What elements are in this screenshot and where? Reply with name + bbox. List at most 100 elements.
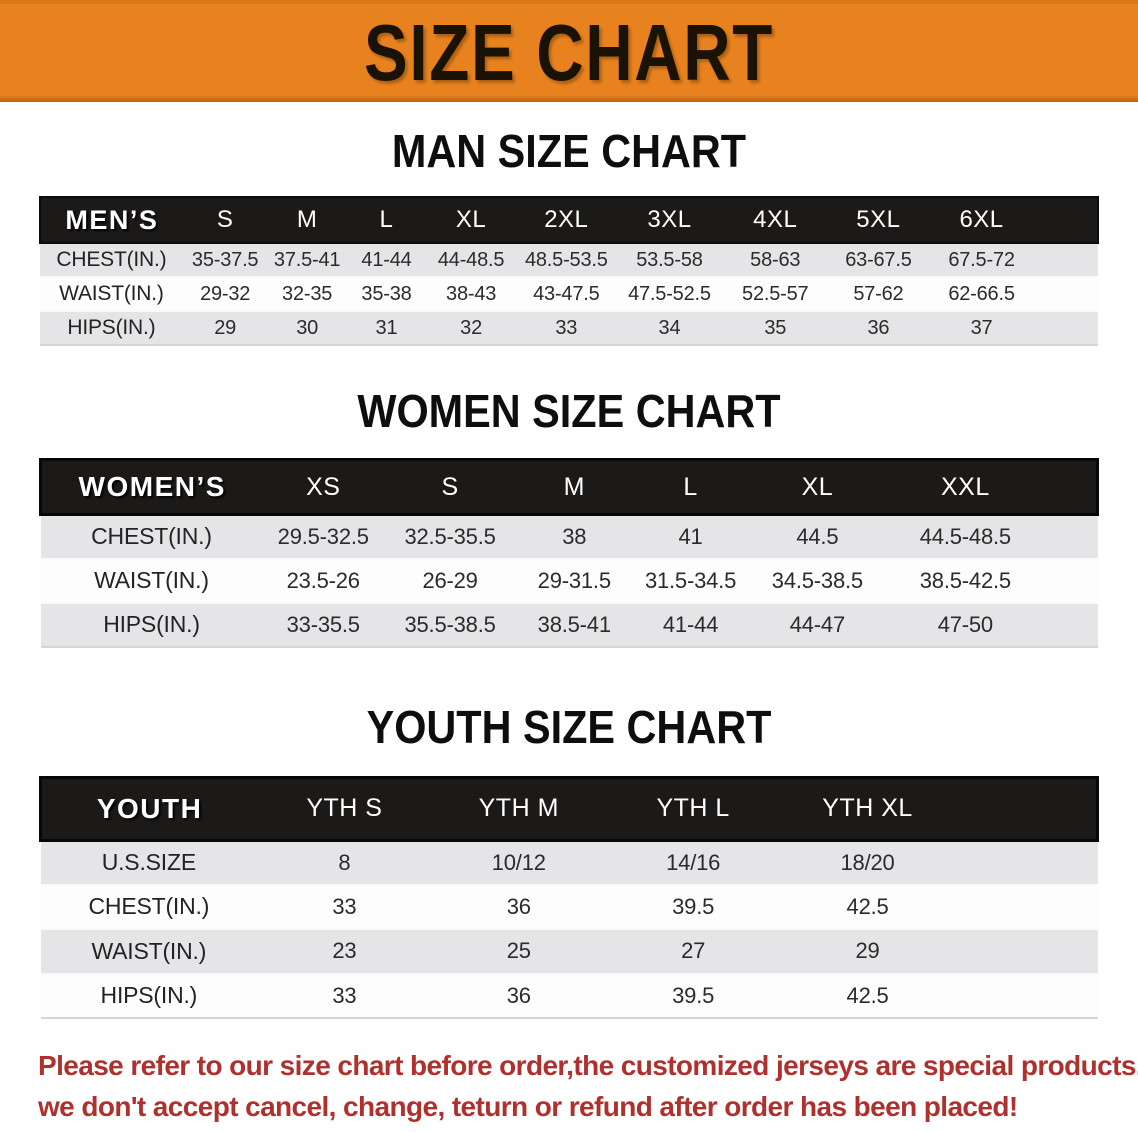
value-cell: 53.5-58: [636, 248, 703, 271]
value-cell: 31.5-34.5: [644, 567, 737, 593]
value-cell: 37: [970, 316, 993, 339]
row-label-cell: CHEST(IN.): [56, 248, 167, 271]
value-cell: 58-63: [750, 248, 801, 271]
row-label-cell: CHEST(IN.): [91, 523, 212, 550]
value-cell: 33-35.5: [286, 611, 360, 637]
value-cell: 44.5-48.5: [919, 523, 1011, 549]
value-cell: 35: [764, 316, 787, 339]
banner-title: SIZE CHART: [364, 8, 774, 97]
table-row: WAIST(IN.) 23.5-26 26-29 29-31.5 31.5-34.5 34…: [40, 558, 1098, 603]
spacer-cell: [955, 974, 1098, 1019]
spacer-cell: [955, 777, 1098, 840]
spacer-cell: [1045, 559, 1098, 603]
spacer-cell: [955, 840, 1098, 885]
value-cell: 43-47.5: [533, 282, 600, 305]
value-cell: 27: [681, 938, 706, 964]
youth-size-chart-heading: YOUTH SIZE CHART: [366, 700, 772, 753]
value-cell: 44-47: [789, 611, 846, 637]
value-cell: 8: [338, 849, 351, 875]
column-header-cell: YOUTH: [96, 792, 203, 824]
value-cell: 62-66.5: [948, 282, 1015, 305]
table-row: HIPS(IN.) 33-35.5 35.5-38.5 38.5-41 41-44 44-…: [40, 602, 1098, 647]
value-cell: 29.5-32.5: [277, 523, 369, 549]
row-label-cell: U.S.SIZE: [101, 849, 196, 875]
women-size-chart-heading: WOMEN SIZE CHART: [357, 385, 781, 437]
row-label-cell: HIPS(IN.): [103, 611, 200, 637]
value-cell: 41: [678, 523, 703, 549]
value-cell: 39.5: [672, 893, 715, 919]
row-label-cell: HIPS(IN.): [67, 316, 156, 339]
column-header-cell: M: [296, 206, 318, 233]
value-cell: 36: [506, 982, 531, 1008]
value-cell: 29-32: [200, 282, 251, 305]
row-label-cell: WAIST(IN.): [59, 282, 164, 305]
column-header-cell: XS: [306, 472, 341, 501]
column-header-cell: YTH M: [478, 794, 559, 822]
column-header-cell: S: [216, 206, 234, 233]
header-row: WOMEN’S XS S M L XL XXL: [40, 459, 1098, 515]
value-cell: 52.5-57: [742, 282, 809, 305]
column-header-cell: S: [441, 472, 459, 501]
column-header-cell: 5XL: [856, 206, 901, 233]
value-cell: 32-35: [282, 282, 333, 305]
mens-size-table: MEN’S S M L XL 2XL 3XL 4XL 5XL 6XL CHEST(IN.) 35-37…: [39, 196, 1099, 346]
value-cell: 23: [332, 938, 357, 964]
value-cell: 23.5-26: [286, 567, 360, 593]
value-cell: 32.5-35.5: [404, 523, 496, 549]
column-header-cell: XL: [455, 206, 487, 233]
value-cell: 36: [867, 316, 890, 339]
column-header-cell: M: [563, 472, 585, 501]
man-size-chart-section: MAN SIZE CHART MEN’S S M L XL 2XL 3XL 4XL 5XL 6XL C…: [0, 122, 1138, 346]
spacer-cell: [955, 929, 1098, 974]
table-row: HIPS(IN.) 33 36 39.5 42.5: [40, 973, 1098, 1019]
value-cell: 33: [555, 316, 578, 339]
column-header-cell: 6XL: [959, 206, 1004, 233]
value-cell: 63-67.5: [845, 248, 912, 271]
spacer-cell: [1045, 460, 1098, 515]
column-header-cell: 2XL: [544, 206, 589, 233]
value-cell: 14/16: [666, 849, 721, 875]
value-cell: 42.5: [846, 982, 889, 1008]
value-cell: 29: [855, 938, 880, 964]
size-chart-banner: SIZE CHART: [0, 0, 1138, 102]
sections: MAN SIZE CHART MEN’S S M L XL 2XL 3XL 4XL 5XL 6XL C…: [0, 122, 1138, 1019]
value-cell: 32: [460, 316, 483, 339]
column-header-cell: WOMEN’S: [78, 471, 226, 502]
column-header-cell: L: [683, 472, 698, 501]
value-cell: 48.5-53.5: [524, 248, 608, 271]
value-cell: 30: [296, 316, 319, 339]
youth-size-chart-section: YOUTH SIZE CHART YOUTH YTH S YTH M YTH L YTH …: [0, 698, 1138, 1020]
value-cell: 34.5-38.5: [771, 567, 863, 593]
value-cell: 35-38: [361, 282, 412, 305]
spacer-cell: [1034, 197, 1098, 243]
value-cell: 36: [506, 893, 531, 919]
value-cell: 18/20: [840, 849, 895, 875]
value-cell: 42.5: [846, 893, 889, 919]
table-row: CHEST(IN.) 35-37.5 37.5-41 41-44 44-48.5 48.5…: [40, 243, 1098, 277]
row-label-cell: HIPS(IN.): [100, 982, 198, 1009]
spacer-cell: [1034, 243, 1098, 277]
value-cell: 38.5-41: [537, 611, 611, 637]
spacer-cell: [1034, 277, 1098, 311]
value-cell: 37.5-41: [273, 248, 341, 271]
man-size-chart-heading: MAN SIZE CHART: [391, 125, 747, 177]
value-cell: 67.5-72: [948, 248, 1015, 271]
table-row: WAIST(IN.) 23 25 27 29: [40, 929, 1098, 974]
value-cell: 31: [375, 316, 398, 339]
column-header-cell: YTH L: [656, 794, 730, 822]
youth-size-table: YOUTH YTH S YTH M YTH L YTH XL U.S.SIZE 8 10/12…: [39, 776, 1099, 1020]
value-cell: 39.5: [672, 982, 715, 1008]
womens-size-table: WOMEN’S XS S M L XL XXL CHEST(IN.) 29.5-32.5 32.5…: [39, 458, 1099, 648]
spacer-cell: [955, 885, 1098, 930]
row-label-cell: WAIST(IN.): [91, 937, 207, 964]
value-cell: 25: [506, 938, 531, 964]
column-header-cell: XL: [801, 472, 834, 501]
table-row: CHEST(IN.) 29.5-32.5 32.5-35.5 38 41 44.5 44.5…: [40, 514, 1098, 559]
value-cell: 26-29: [422, 567, 478, 593]
row-label-cell: WAIST(IN.): [94, 567, 209, 593]
column-header-cell: XXL: [940, 472, 990, 501]
value-cell: 44.5: [796, 523, 839, 549]
value-cell: 47-50: [937, 611, 993, 637]
value-cell: 35-37.5: [191, 248, 259, 271]
spacer-cell: [1045, 515, 1098, 559]
